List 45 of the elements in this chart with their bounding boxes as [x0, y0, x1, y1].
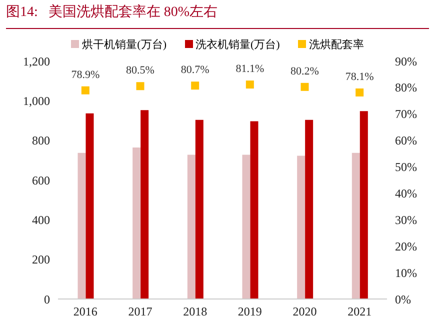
bar	[242, 154, 250, 299]
x-tick-label: 2019	[238, 304, 262, 319]
y2-tick-label: 0%	[395, 292, 411, 306]
y2-tick-label: 80%	[395, 80, 417, 95]
bar	[140, 110, 149, 299]
bar	[86, 113, 94, 299]
bar	[195, 120, 204, 299]
y2-tick-label: 90%	[395, 54, 417, 68]
data-label: 80.2%	[290, 65, 319, 78]
bar	[360, 111, 368, 299]
y2-tick-label: 10%	[395, 266, 417, 280]
x-tick-label: 2018	[183, 304, 208, 319]
bar	[297, 156, 306, 299]
x-tick-label: 2021	[348, 304, 372, 319]
y-tick-label: 800	[32, 134, 50, 148]
chart-title: 图14: 美国洗烘配套率在 80%左右	[6, 0, 429, 29]
y-tick-label: 200	[32, 252, 50, 267]
bar	[78, 152, 86, 299]
bar	[352, 152, 360, 299]
bar	[132, 147, 141, 299]
y2-tick-label: 20%	[395, 239, 417, 254]
y-tick-label: 1,200	[23, 54, 50, 68]
legend-label: 洗衣机销量(万台)	[194, 38, 280, 52]
y2-tick-label: 50%	[395, 160, 417, 174]
y2-tick-label: 30%	[395, 212, 417, 227]
bar	[250, 121, 258, 299]
x-tick-label: 2020	[292, 304, 317, 319]
bar	[187, 154, 196, 299]
x-tick-label: 2017	[128, 304, 152, 319]
y-tick-label: 1,000	[23, 94, 50, 108]
bar	[305, 120, 314, 299]
y2-tick-label: 70%	[395, 107, 417, 122]
legend-label: 烘干机销量(万台)	[81, 38, 166, 52]
y-tick-label: 600	[32, 173, 50, 188]
data-label: 80.5%	[126, 64, 154, 77]
data-label: 80.7%	[180, 64, 210, 76]
y-tick-label: 0	[44, 292, 50, 306]
x-tick-label: 2016	[73, 304, 98, 319]
data-label: 78.9%	[71, 68, 100, 81]
y2-tick-label: 60%	[395, 134, 417, 148]
y-tick-label: 400	[32, 212, 50, 227]
data-label: 81.1%	[236, 63, 264, 76]
data-label: 78.1%	[345, 70, 374, 83]
y2-tick-label: 40%	[395, 186, 417, 200]
legend-label: 洗烘配套率	[308, 38, 364, 52]
